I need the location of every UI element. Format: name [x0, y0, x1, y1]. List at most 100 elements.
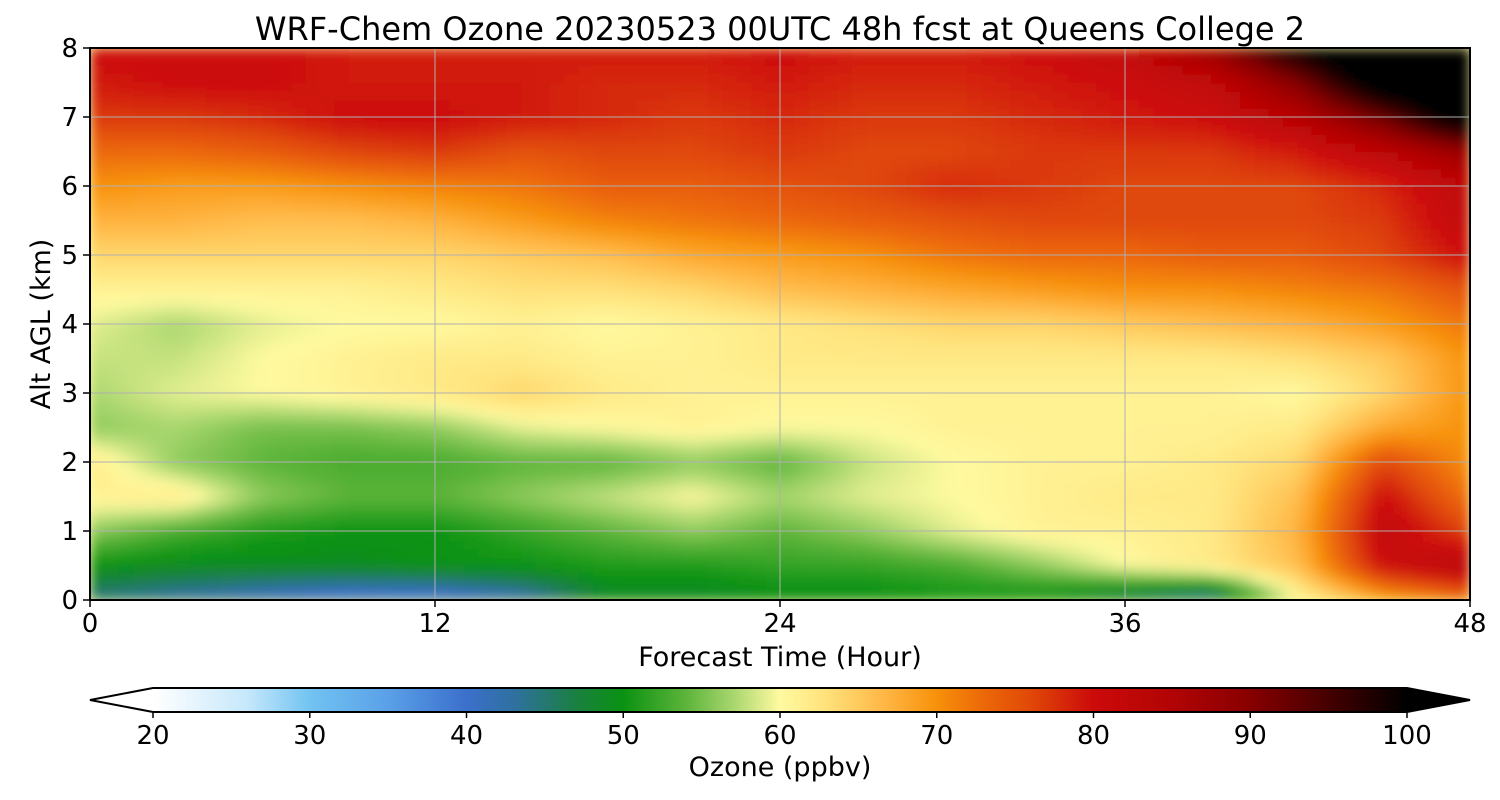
- heatmap-cell: [1153, 73, 1169, 84]
- heatmap-cell: [995, 582, 1011, 592]
- heatmap-cell: [880, 289, 896, 299]
- heatmap-cell: [923, 479, 939, 489]
- heatmap-cell: [780, 436, 795, 446]
- heatmap-cell: [521, 496, 537, 506]
- heatmap-cell: [578, 341, 594, 351]
- heatmap-cell: [923, 505, 939, 515]
- heatmap-cell: [348, 151, 364, 161]
- heatmap-cell: [679, 82, 695, 92]
- heatmap-cell: [607, 358, 623, 368]
- ozone-field: [90, 48, 1470, 600]
- heatmap-cell: [765, 108, 781, 118]
- heatmap-cell: [420, 375, 436, 385]
- heatmap-cell: [938, 358, 954, 368]
- heatmap-cell: [1081, 246, 1097, 256]
- heatmap-cell: [334, 436, 350, 446]
- heatmap-cell: [780, 393, 795, 403]
- heatmap-cell: [808, 91, 824, 101]
- heatmap-cell: [535, 539, 551, 549]
- heatmap-cell: [118, 591, 134, 600]
- heatmap-cell: [492, 306, 508, 316]
- heatmap-cell: [880, 341, 896, 351]
- heatmap-cell: [521, 91, 537, 101]
- heatmap-cell: [851, 453, 867, 463]
- heatmap-cell: [449, 436, 465, 446]
- heatmap-cell: [693, 255, 709, 265]
- heatmap-cell: [1010, 436, 1025, 446]
- heatmap-cell: [665, 48, 680, 58]
- heatmap-cell: [190, 289, 206, 299]
- heatmap-cell: [233, 453, 249, 463]
- heatmap-cell: [104, 220, 120, 230]
- heatmap-cell: [866, 401, 882, 411]
- heatmap-cell: [348, 462, 364, 472]
- heatmap-cell: [1182, 341, 1198, 351]
- heatmap-cell: [909, 186, 925, 196]
- heatmap-cell: [161, 280, 177, 291]
- heatmap-cell: [1182, 220, 1198, 230]
- heatmap-cell: [104, 375, 120, 385]
- heatmap-cell: [478, 531, 494, 541]
- heatmap-cell: [449, 211, 465, 222]
- heatmap-cell: [1096, 168, 1112, 178]
- heatmap-cell: [492, 574, 508, 584]
- heatmap-cell: [1067, 496, 1083, 506]
- heatmap-cell: [118, 436, 134, 446]
- heatmap-cell: [535, 56, 551, 66]
- heatmap-cell: [693, 539, 709, 549]
- heatmap-cell: [391, 211, 407, 222]
- heatmap-cell: [823, 324, 839, 334]
- heatmap-cell: [478, 151, 494, 161]
- heatmap-cell: [621, 125, 637, 135]
- heatmap-cell: [521, 280, 537, 291]
- heatmap-cell: [708, 108, 724, 118]
- heatmap-cell: [205, 108, 220, 118]
- heatmap-cell: [1010, 358, 1025, 368]
- heatmap-cell: [248, 332, 264, 342]
- heatmap-cell: [377, 48, 393, 58]
- heatmap-cell: [305, 280, 321, 291]
- heatmap-cell: [291, 237, 307, 247]
- heatmap-cell: [334, 479, 350, 489]
- heatmap-cell: [521, 410, 537, 420]
- heatmap-cell: [823, 48, 839, 58]
- heatmap-cell: [104, 453, 120, 463]
- heatmap-cell: [923, 522, 939, 532]
- heatmap-cell: [90, 237, 105, 247]
- heatmap-cell: [909, 539, 925, 549]
- heatmap-cell: [118, 168, 134, 178]
- heatmap-cell: [693, 332, 709, 342]
- heatmap-cell: [90, 255, 105, 265]
- heatmap-cell: [952, 91, 968, 101]
- heatmap-cell: [1139, 246, 1155, 256]
- heatmap-cell: [1153, 349, 1169, 360]
- heatmap-cell: [363, 531, 379, 541]
- heatmap-cell: [219, 168, 235, 178]
- heatmap-cell: [650, 211, 666, 222]
- heatmap-cell: [478, 99, 494, 109]
- heatmap-cell: [966, 522, 982, 532]
- heatmap-cell: [147, 255, 163, 265]
- heatmap-cell: [535, 505, 551, 515]
- heatmap-cell: [837, 410, 853, 420]
- heatmap-cell: [966, 220, 982, 230]
- heatmap-cell: [823, 574, 839, 584]
- heatmap-cell: [190, 168, 206, 178]
- heatmap-cell: [1196, 479, 1212, 489]
- heatmap-cell: [305, 522, 321, 532]
- heatmap-cell: [895, 479, 910, 489]
- heatmap-cell: [176, 237, 192, 247]
- heatmap-cell: [1038, 410, 1054, 420]
- heatmap-cell: [420, 418, 436, 429]
- heatmap-cell: [320, 574, 335, 584]
- heatmap-cell: [1110, 48, 1126, 58]
- heatmap-cell: [104, 56, 120, 66]
- heatmap-cell: [851, 73, 867, 84]
- heatmap-cell: [219, 574, 235, 584]
- heatmap-cell: [492, 418, 508, 429]
- heatmap-cell: [133, 315, 149, 325]
- heatmap-cell: [90, 349, 105, 360]
- heatmap-cell: [90, 229, 105, 239]
- heatmap-cell: [1168, 211, 1184, 222]
- heatmap-cell: [377, 367, 393, 377]
